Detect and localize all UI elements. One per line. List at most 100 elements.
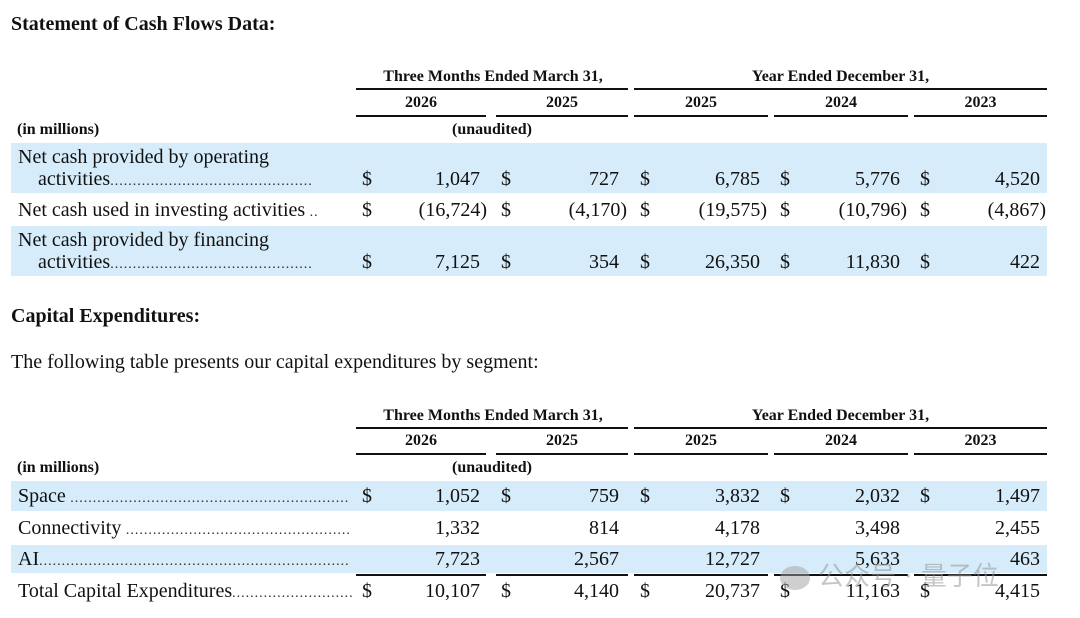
- watermark: 公众号 · 量子位: [780, 556, 999, 593]
- total-rule: [914, 574, 1047, 576]
- value-cell: 12,727: [705, 548, 760, 570]
- total-rule: [356, 574, 486, 576]
- value-cell: 11,163: [845, 580, 900, 602]
- dollar-sign: $: [362, 485, 372, 507]
- capex-year-col-3: 2025: [685, 432, 717, 449]
- table-row-band: [11, 545, 1047, 573]
- cf-year-col-4: 2024: [825, 94, 857, 111]
- value-cell: 2,032: [855, 485, 900, 507]
- row-label: Space ..................................…: [18, 485, 350, 507]
- dollar-sign: $: [780, 580, 790, 602]
- dollar-sign: $: [362, 580, 372, 602]
- dollar-sign: $: [501, 580, 511, 602]
- dollar-sign: $: [780, 199, 790, 221]
- dollar-sign: $: [640, 199, 650, 221]
- value-cell: 4,520: [995, 168, 1040, 190]
- capex-year-col-4: 2024: [825, 432, 857, 449]
- cash-flows-heading: Statement of Cash Flows Data:: [11, 13, 276, 35]
- row-label: Connectivity ...........................…: [18, 517, 351, 539]
- cf-year-rule: [914, 115, 1047, 117]
- capex-heading: Capital Expenditures:: [11, 305, 201, 327]
- value-cell: 3,498: [855, 517, 900, 539]
- table-row-band: [11, 143, 1047, 193]
- value-cell: (4,170): [568, 199, 627, 221]
- value-cell: 2,567: [574, 548, 619, 570]
- value-cell: 7,125: [435, 251, 480, 273]
- cf-year-rule: [634, 115, 768, 117]
- dollar-sign: $: [640, 168, 650, 190]
- table-row-band: [11, 226, 1047, 276]
- dollar-sign: $: [362, 251, 372, 273]
- row-label: activities..............................…: [38, 251, 313, 273]
- dollar-sign: $: [501, 168, 511, 190]
- value-cell: 422: [1010, 251, 1040, 273]
- value-cell: (16,724): [418, 199, 487, 221]
- cf-year-rule: [356, 115, 486, 117]
- cf-year-col-2: 2025: [546, 94, 578, 111]
- capex-year-col-5: 2023: [964, 432, 997, 449]
- cf-unaudited: (unaudited): [451, 121, 533, 138]
- capex-header-rule: [634, 427, 1047, 429]
- dollar-sign: $: [920, 199, 930, 221]
- capex-units: (in millions): [17, 459, 100, 476]
- total-rule: [634, 574, 768, 576]
- cf-units: (in millions): [17, 121, 100, 138]
- value-cell: 354: [589, 251, 619, 273]
- value-cell: (10,796): [838, 199, 907, 221]
- value-cell: 4,178: [715, 517, 760, 539]
- cf-year-col-5: 2023: [964, 94, 997, 111]
- capex-year-rule: [496, 453, 628, 455]
- cf-period-year: Year Ended December 31,: [751, 68, 930, 85]
- dollar-sign: $: [920, 251, 930, 273]
- capex-year-rule: [356, 453, 486, 455]
- dollar-sign: $: [501, 485, 511, 507]
- dollar-sign: $: [920, 485, 930, 507]
- capex-period-three-months: Three Months Ended March 31,: [383, 407, 603, 424]
- value-cell: 1,497: [995, 485, 1040, 507]
- capex-year-rule: [914, 453, 1047, 455]
- value-cell: 727: [589, 168, 619, 190]
- value-cell: 4,415: [995, 580, 1040, 602]
- value-cell: 7,723: [435, 548, 480, 570]
- capex-year-rule: [634, 453, 768, 455]
- dollar-sign: $: [920, 168, 930, 190]
- row-label: Net cash provided by financing: [18, 229, 270, 251]
- capex-year-rule: [774, 453, 908, 455]
- value-cell: 3,832: [715, 485, 760, 507]
- value-cell: 1,047: [435, 168, 480, 190]
- dollar-sign: $: [501, 199, 511, 221]
- row-label: activities..............................…: [38, 168, 313, 190]
- cf-year-col-3: 2025: [685, 94, 717, 111]
- cf-header-rule: [634, 88, 1047, 90]
- capex-year-col-2: 2025: [546, 432, 578, 449]
- cf-year-rule: [496, 115, 628, 117]
- capex-period-year: Year Ended December 31,: [751, 407, 930, 424]
- value-cell: 1,332: [435, 517, 480, 539]
- row-label: Net cash provided by operating: [18, 146, 270, 168]
- value-cell: 1,052: [435, 485, 480, 507]
- dollar-sign: $: [780, 485, 790, 507]
- dollar-sign: $: [362, 168, 372, 190]
- dollar-sign: $: [362, 199, 372, 221]
- table-row-band: [11, 481, 1047, 511]
- row-label: Net cash used in investing activities ..: [18, 199, 319, 221]
- value-cell: 814: [589, 517, 619, 539]
- value-cell: 2,455: [995, 517, 1040, 539]
- value-cell: 11,830: [845, 251, 900, 273]
- dollar-sign: $: [780, 251, 790, 273]
- cf-year-rule: [774, 115, 908, 117]
- dollar-sign: $: [780, 168, 790, 190]
- cf-year-col-1: 2026: [405, 94, 437, 111]
- cf-header-rule: [356, 88, 628, 90]
- capex-intro: The following table presents our capital…: [11, 351, 539, 373]
- value-cell: (4,867): [987, 199, 1046, 221]
- value-cell: 20,737: [705, 580, 760, 602]
- value-cell: 463: [1010, 548, 1040, 570]
- value-cell: 5,776: [855, 168, 900, 190]
- dollar-sign: $: [501, 251, 511, 273]
- capex-header-rule: [356, 427, 628, 429]
- row-label: Total Capital Expenditures..............…: [18, 580, 352, 602]
- dollar-sign: $: [640, 485, 650, 507]
- value-cell: 5,633: [855, 548, 900, 570]
- dollar-sign: $: [640, 251, 650, 273]
